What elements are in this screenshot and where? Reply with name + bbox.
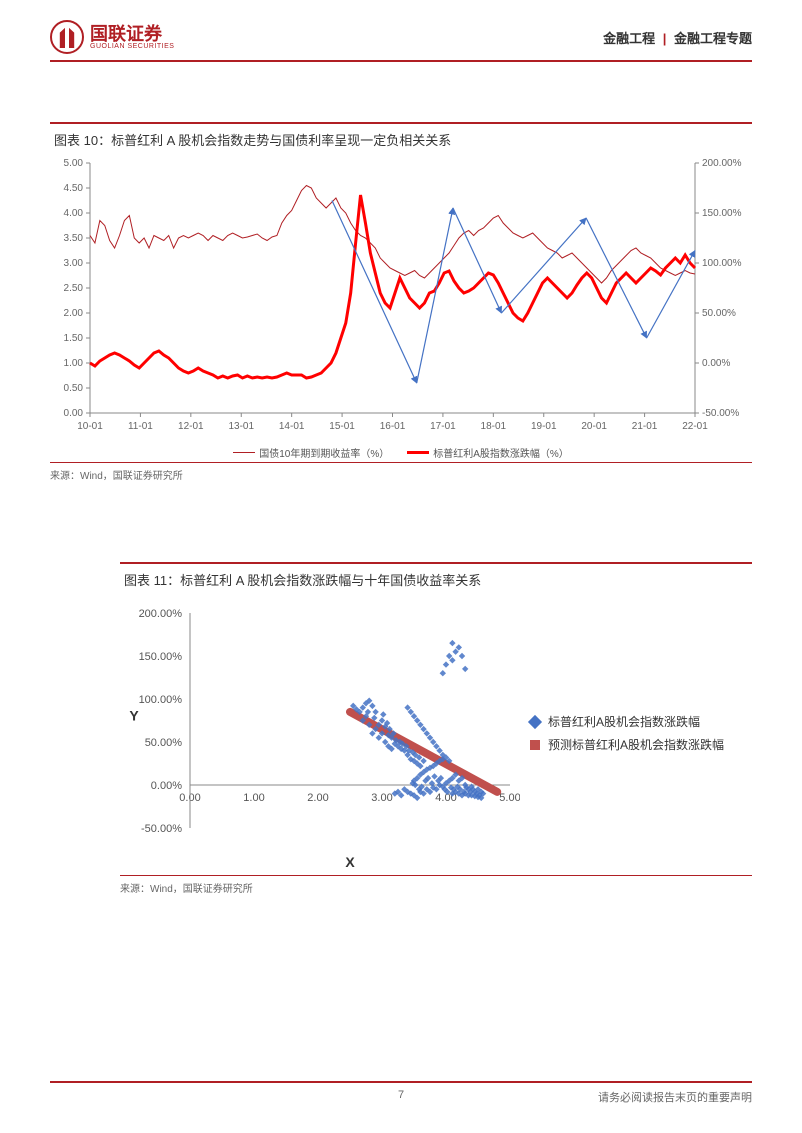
header-category-a: 金融工程 bbox=[603, 31, 655, 46]
svg-text:10-01: 10-01 bbox=[77, 421, 103, 432]
figure-10-source: 来源：Wind，国联证券研究所 bbox=[50, 462, 752, 482]
svg-text:3.50: 3.50 bbox=[64, 233, 84, 244]
svg-text:20-01: 20-01 bbox=[581, 421, 607, 432]
svg-text:100.00%: 100.00% bbox=[139, 694, 183, 706]
legend-scatter: 标普红利A股机会指数涨跌幅 bbox=[530, 713, 724, 730]
figure-11-legend: 标普红利A股机会指数涨跌幅 预测标普红利A股机会指数涨跌幅 bbox=[530, 713, 724, 753]
svg-text:15-01: 15-01 bbox=[329, 421, 355, 432]
svg-text:21-01: 21-01 bbox=[632, 421, 658, 432]
figure-11-source: 来源：Wind，国联证券研究所 bbox=[120, 875, 752, 895]
svg-text:0.00%: 0.00% bbox=[702, 358, 730, 369]
logo-text-cn: 国联证券 bbox=[90, 25, 174, 43]
logo-text-en: GUOLIAN SECURITIES bbox=[90, 43, 174, 50]
svg-text:3.00: 3.00 bbox=[64, 258, 84, 269]
svg-text:0.00%: 0.00% bbox=[151, 780, 182, 792]
figure-10-title: 图表 10：标普红利 A 股机会指数走势与国债利率呈现一定负相关关系 bbox=[50, 122, 752, 153]
svg-text:150.00%: 150.00% bbox=[139, 651, 183, 663]
legend-fit: 预测标普红利A股机会指数涨跌幅 bbox=[530, 736, 724, 753]
svg-text:0.00: 0.00 bbox=[64, 408, 84, 419]
header-separator: | bbox=[663, 31, 667, 46]
svg-text:22-01: 22-01 bbox=[682, 421, 708, 432]
svg-text:11-01: 11-01 bbox=[128, 421, 153, 432]
footer-disclaimer: 请务必阅读报告末页的重要声明 bbox=[598, 1089, 752, 1105]
page-number: 7 bbox=[398, 1089, 404, 1101]
svg-text:17-01: 17-01 bbox=[430, 421, 456, 432]
svg-text:12-01: 12-01 bbox=[178, 421, 204, 432]
legend-index-label: 标普红利A股指数涨跌幅（%） bbox=[433, 445, 569, 460]
svg-text:0.50: 0.50 bbox=[64, 383, 84, 394]
svg-text:50.00%: 50.00% bbox=[145, 737, 183, 749]
svg-text:4.50: 4.50 bbox=[64, 183, 84, 194]
svg-text:-50.00%: -50.00% bbox=[702, 408, 739, 419]
svg-text:50.00%: 50.00% bbox=[702, 308, 736, 319]
svg-text:Y: Y bbox=[129, 708, 139, 724]
company-logo: 国联证券 GUOLIAN SECURITIES bbox=[50, 20, 174, 54]
scatter-chart-svg: -50.00%0.00%50.00%100.00%150.00%200.00%0… bbox=[120, 593, 520, 873]
swatch-index bbox=[407, 451, 429, 454]
square-icon bbox=[530, 740, 540, 750]
svg-text:100.00%: 100.00% bbox=[702, 258, 742, 269]
logo-icon bbox=[50, 20, 84, 54]
svg-text:200.00%: 200.00% bbox=[702, 158, 742, 169]
figure-11-block: 图表 11：标普红利 A 股机会指数涨跌幅与十年国债收益率关系 -50.00% 0… bbox=[50, 562, 752, 895]
svg-text:18-01: 18-01 bbox=[481, 421, 507, 432]
svg-text:1.00: 1.00 bbox=[243, 792, 264, 804]
figure-10-legend: 国债10年期到期收益率（%） 标普红利A股指数涨跌幅（%） bbox=[50, 445, 752, 460]
svg-text:2.00: 2.00 bbox=[64, 308, 84, 319]
svg-text:150.00%: 150.00% bbox=[702, 208, 742, 219]
svg-text:5.00: 5.00 bbox=[64, 158, 84, 169]
svg-text:-50.00%: -50.00% bbox=[141, 823, 182, 835]
svg-text:X: X bbox=[345, 854, 355, 870]
figure-11-title: 图表 11：标普红利 A 股机会指数涨跌幅与十年国债收益率关系 bbox=[120, 562, 752, 593]
svg-text:200.00%: 200.00% bbox=[139, 608, 183, 620]
header-category: 金融工程 | 金融工程专题 bbox=[603, 28, 752, 47]
legend-index: 标普红利A股指数涨跌幅（%） bbox=[407, 445, 569, 460]
svg-text:2.50: 2.50 bbox=[64, 283, 84, 294]
svg-text:14-01: 14-01 bbox=[279, 421, 305, 432]
swatch-bond bbox=[233, 452, 255, 453]
svg-text:19-01: 19-01 bbox=[531, 421, 557, 432]
legend-bond-label: 国债10年期到期收益率（%） bbox=[259, 445, 389, 460]
svg-text:1.00: 1.00 bbox=[64, 358, 84, 369]
svg-text:2.00: 2.00 bbox=[307, 792, 328, 804]
legend-scatter-label: 标普红利A股机会指数涨跌幅 bbox=[548, 713, 700, 730]
page-footer: 7 请务必阅读报告末页的重要声明 bbox=[50, 1081, 752, 1105]
svg-text:3.00: 3.00 bbox=[371, 792, 392, 804]
figure-10-block: 图表 10：标普红利 A 股机会指数走势与国债利率呈现一定负相关关系 0.000… bbox=[50, 122, 752, 482]
line-chart-svg: 0.00 0.50 1.00 1.50 2.00 2.50 3.00 3.50 4.00 4.50… bbox=[50, 153, 750, 443]
legend-bond: 国债10年期到期收益率（%） bbox=[233, 445, 389, 460]
svg-text:16-01: 16-01 bbox=[380, 421, 406, 432]
figure-11-chart: -50.00%0.00%50.00%100.00%150.00%200.00%0… bbox=[120, 593, 752, 873]
svg-text:1.50: 1.50 bbox=[64, 333, 84, 344]
svg-text:4.00: 4.00 bbox=[64, 208, 84, 219]
legend-fit-label: 预测标普红利A股机会指数涨跌幅 bbox=[548, 736, 724, 753]
report-header: 国联证券 GUOLIAN SECURITIES 金融工程 | 金融工程专题 bbox=[50, 20, 752, 62]
svg-text:5.00: 5.00 bbox=[499, 792, 520, 804]
figure-10-chart: 0.00 0.50 1.00 1.50 2.00 2.50 3.00 3.50 4.00 4.50… bbox=[50, 153, 752, 443]
diamond-icon bbox=[528, 714, 542, 728]
svg-text:13-01: 13-01 bbox=[228, 421, 254, 432]
header-category-b: 金融工程专题 bbox=[674, 31, 752, 46]
